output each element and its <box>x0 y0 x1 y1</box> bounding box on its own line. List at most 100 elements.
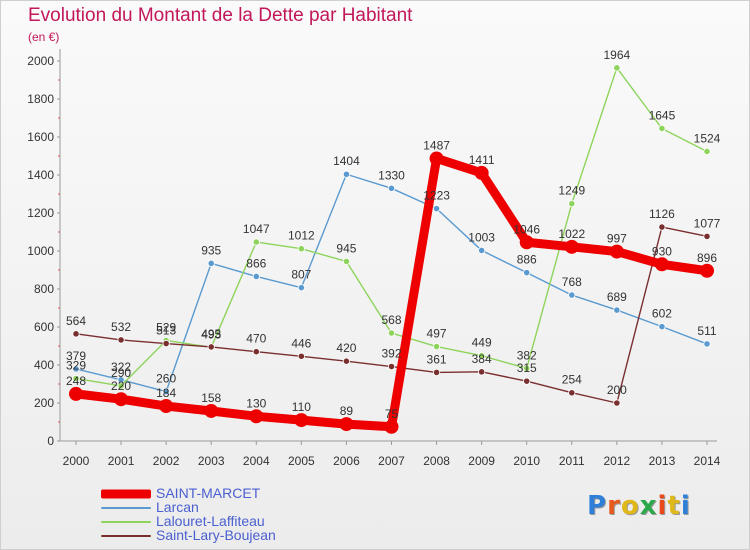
data-label: 1964 <box>604 48 631 62</box>
data-point <box>387 362 396 371</box>
data-label: 254 <box>562 373 582 387</box>
legend-swatch <box>101 521 151 523</box>
data-label: 1223 <box>423 189 450 203</box>
data-label: 315 <box>517 361 537 375</box>
data-label: 1487 <box>423 138 450 152</box>
data-point <box>159 399 174 414</box>
data-label: 89 <box>340 404 354 418</box>
data-point <box>342 257 351 266</box>
data-label: 886 <box>517 253 537 267</box>
data-label: 1404 <box>333 154 360 168</box>
y-tick-label: 400 <box>34 358 54 372</box>
data-label: 511 <box>697 324 716 338</box>
data-point <box>117 382 125 390</box>
data-label: 220 <box>111 379 131 393</box>
data-label: 322 <box>111 360 131 374</box>
data-point <box>568 200 576 208</box>
data-point <box>432 342 441 351</box>
x-tick-label: 2013 <box>649 454 676 468</box>
data-label: 158 <box>201 391 221 405</box>
data-label: 497 <box>427 327 447 341</box>
y-tick-label: 0 <box>47 434 54 448</box>
data-label: 75 <box>385 407 399 421</box>
data-label: 470 <box>246 332 266 346</box>
data-label: 1411 <box>469 153 495 167</box>
data-label: 384 <box>472 352 492 366</box>
data-point <box>117 336 125 344</box>
data-point <box>658 124 666 133</box>
x-tick-label: 2003 <box>198 454 225 468</box>
legend-swatch <box>101 507 151 509</box>
data-point <box>252 272 260 281</box>
data-point <box>339 417 354 432</box>
y-tick-label: 1200 <box>27 206 54 220</box>
data-label: 1022 <box>558 227 585 241</box>
data-label: 329 <box>66 358 86 372</box>
data-label: 260 <box>156 372 176 386</box>
data-label: 379 <box>66 349 86 363</box>
y-tick-label: 1600 <box>27 130 54 144</box>
data-point <box>162 339 170 348</box>
data-point <box>204 403 219 418</box>
data-point <box>613 306 621 314</box>
data-label: 935 <box>201 243 221 257</box>
x-tick-label: 2002 <box>153 454 180 468</box>
data-point <box>523 364 531 373</box>
data-point <box>523 269 531 277</box>
x-tick-label: 2005 <box>288 454 315 468</box>
data-point <box>519 235 534 250</box>
x-tick-label: 2000 <box>63 454 90 468</box>
y-tick-label: 1800 <box>27 92 54 106</box>
data-point <box>700 263 714 278</box>
data-label: 1330 <box>378 168 405 182</box>
data-label: 361 <box>427 352 447 366</box>
data-label: 1249 <box>558 184 585 198</box>
data-label: 532 <box>111 320 131 334</box>
data-point <box>613 64 621 72</box>
data-point <box>72 374 80 383</box>
y-tick-label: 1000 <box>27 244 54 258</box>
data-point <box>207 259 215 267</box>
data-point <box>249 409 264 424</box>
data-label: 290 <box>111 366 131 380</box>
data-point <box>658 223 666 231</box>
data-label: 568 <box>381 313 401 327</box>
data-label: 493 <box>201 327 221 341</box>
data-label: 1003 <box>468 230 495 244</box>
data-point <box>297 245 305 253</box>
y-tick-label: 600 <box>34 320 54 334</box>
x-tick-label: 2006 <box>333 454 360 468</box>
data-point <box>703 147 711 156</box>
data-point <box>432 205 441 213</box>
data-label: 564 <box>66 314 86 328</box>
data-point <box>387 329 396 337</box>
data-label: 382 <box>517 348 537 362</box>
data-point <box>478 368 486 376</box>
x-tick-label: 2008 <box>423 454 450 468</box>
data-label: 602 <box>652 307 672 321</box>
proxiti-logo: Proxiti <box>587 491 691 521</box>
data-label: 449 <box>472 336 492 350</box>
y-tick-label: 1400 <box>27 168 54 182</box>
x-tick-label: 2001 <box>108 454 135 468</box>
data-point <box>384 419 399 434</box>
data-point <box>114 392 129 407</box>
data-label: 529 <box>156 320 176 334</box>
data-label: 495 <box>201 327 221 341</box>
data-point <box>342 357 351 365</box>
data-label: 689 <box>607 290 627 304</box>
data-point <box>294 413 309 428</box>
data-point <box>252 348 260 356</box>
data-label: 768 <box>562 275 582 289</box>
data-label: 866 <box>246 256 266 270</box>
data-label: 130 <box>246 396 266 410</box>
data-point <box>703 232 711 240</box>
data-label: 997 <box>607 232 627 246</box>
x-tick-label: 2009 <box>468 454 495 468</box>
data-point <box>387 184 396 192</box>
chart-title: Evolution du Montant de la Dette par Hab… <box>28 5 413 26</box>
data-point <box>297 284 305 292</box>
data-point <box>613 399 621 407</box>
data-label: 446 <box>291 336 311 350</box>
